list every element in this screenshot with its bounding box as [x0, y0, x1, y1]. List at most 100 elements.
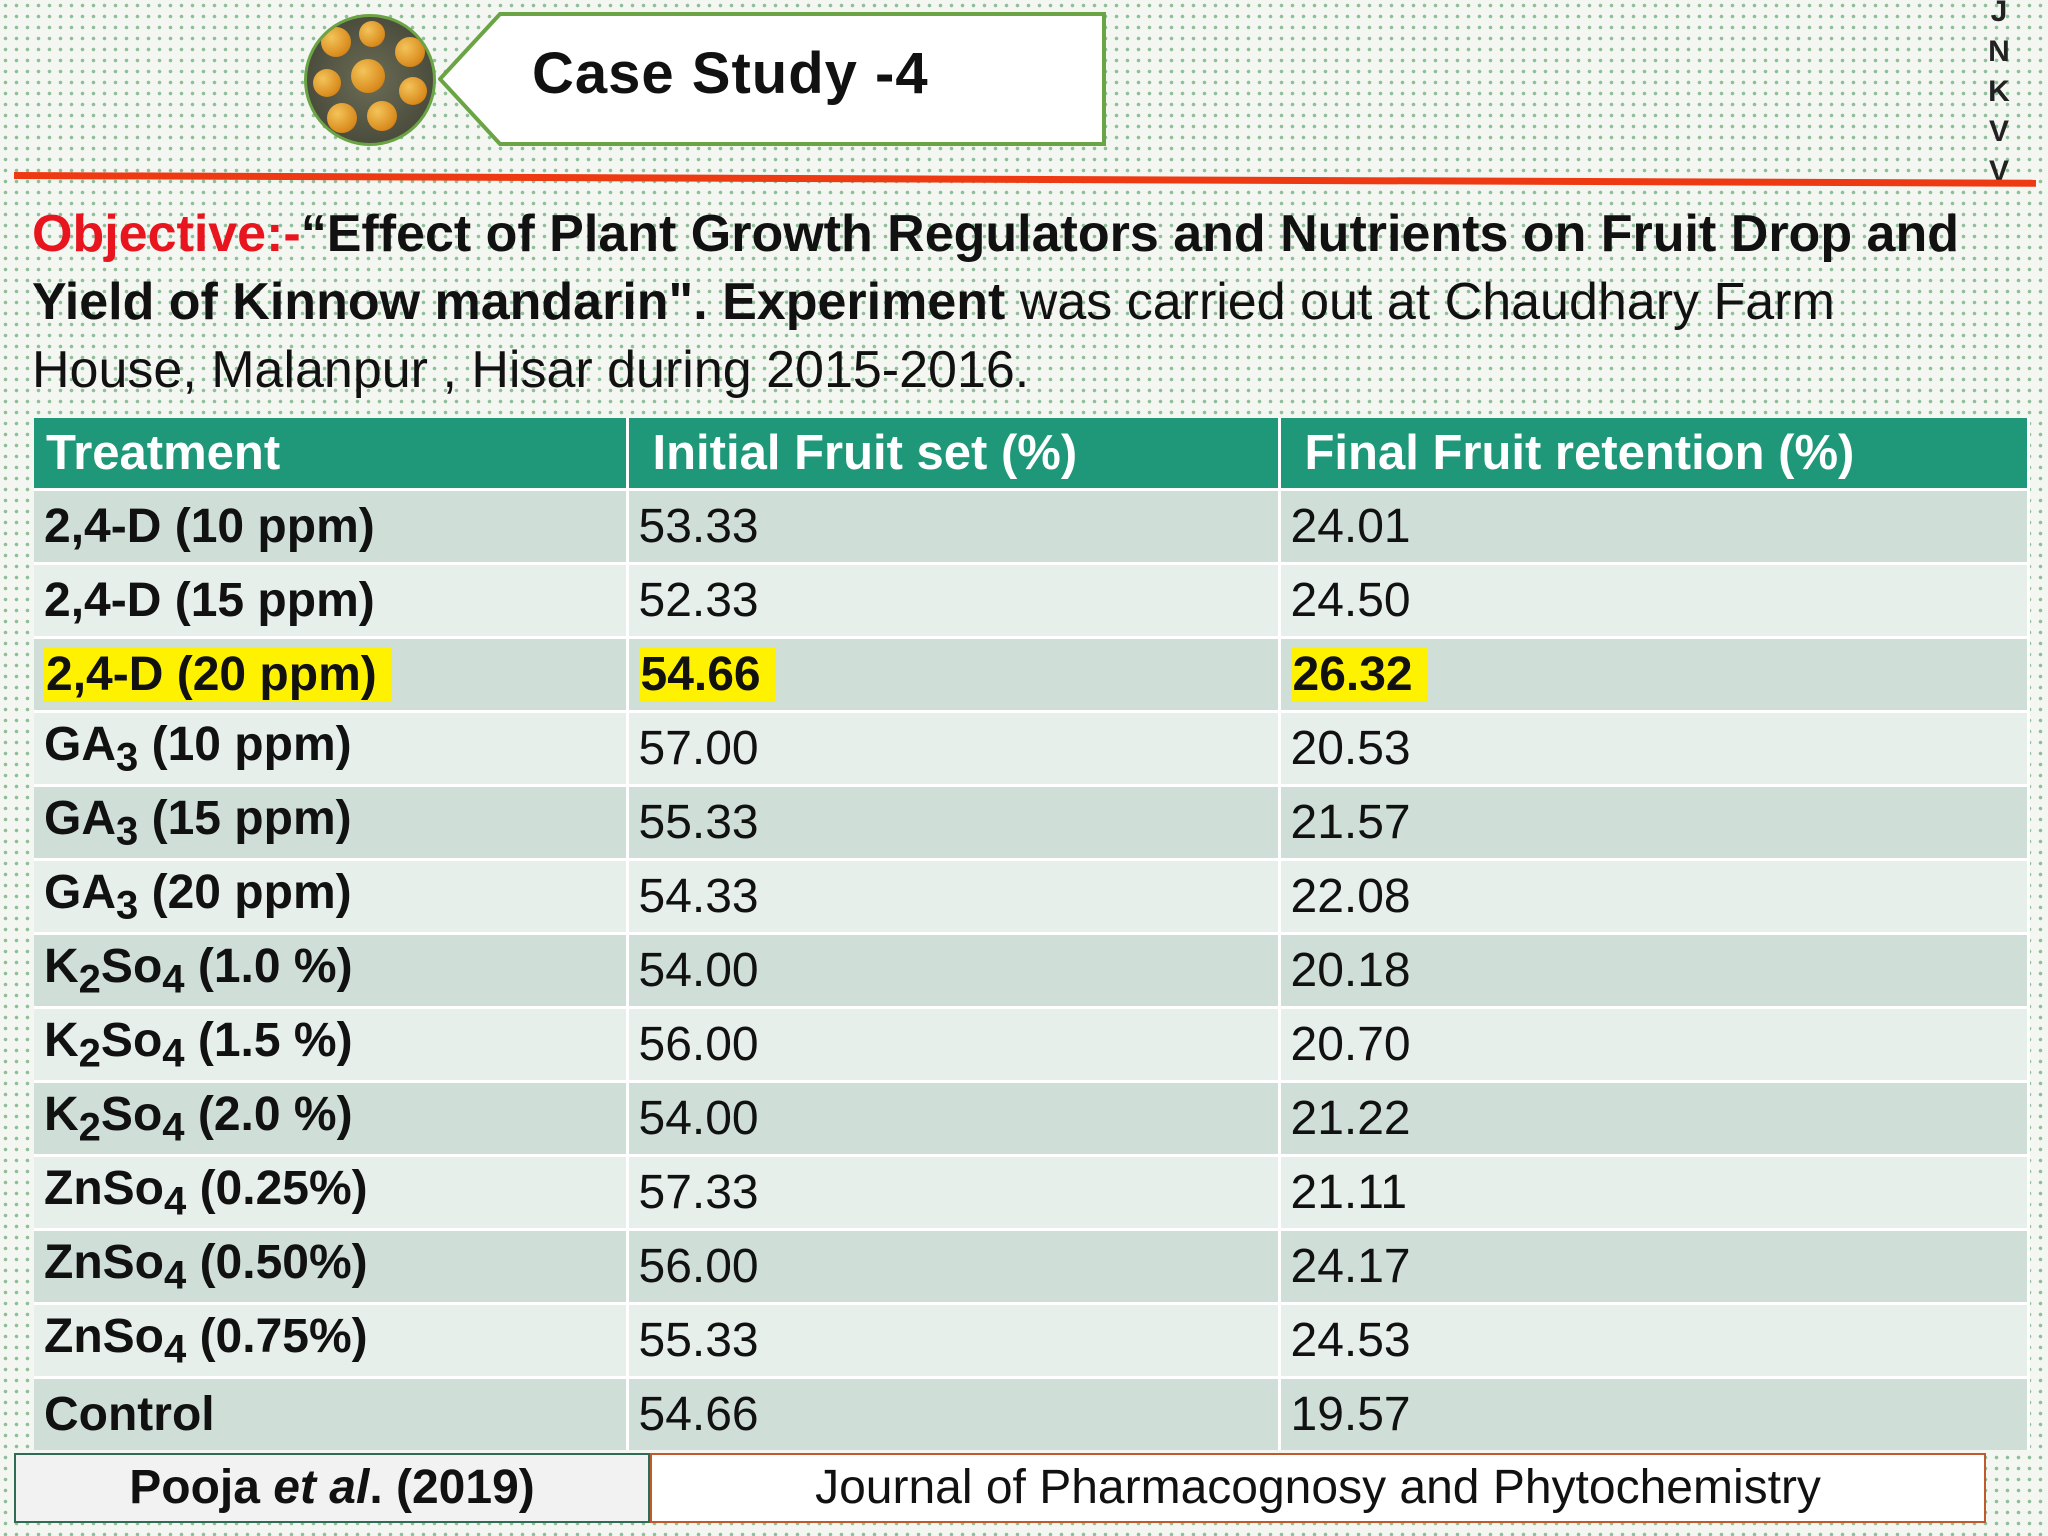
side-letter: J	[1990, 0, 2008, 28]
initial-fruit-set-value: 54.00	[638, 944, 759, 997]
final-fruit-retention-cell: 24.17	[1279, 1228, 2030, 1304]
initial-fruit-set-cell: 54.33	[627, 858, 1281, 934]
initial-fruit-set-cell: 57.33	[627, 1154, 1281, 1230]
table-row: ZnSo4 (0.50%) 56.00 24.17	[34, 1228, 2030, 1304]
treatment-subscript: 3	[116, 883, 139, 928]
treatment-text: 2,4-D (10 ppm)	[44, 500, 375, 553]
initial-fruit-set-value: 54.33	[638, 870, 759, 923]
table-row: ZnSo4 (0.75%) 55.33 24.53	[34, 1302, 2030, 1378]
citation-year: . (2019)	[369, 1461, 535, 1514]
initial-fruit-set-value: 54.66	[638, 648, 775, 701]
final-fruit-retention-cell: 21.11	[1279, 1154, 2030, 1230]
final-fruit-retention-cell: 20.18	[1279, 932, 2030, 1008]
treatment-text: 2,4-D (15 ppm)	[44, 574, 375, 627]
treatment-subscript: 4	[162, 1105, 185, 1150]
treatment-name: K	[44, 1013, 79, 1067]
initial-fruit-set-cell: 55.33	[627, 784, 1281, 860]
final-fruit-retention-cell: 24.01	[1279, 488, 2030, 564]
treatment-text: 2,4-D (20 ppm)	[44, 648, 391, 701]
table-row: 2,4-D (20 ppm) 54.66 26.32	[34, 636, 2030, 712]
treatment-cell: Control	[34, 1376, 629, 1450]
final-fruit-retention-cell: 20.70	[1279, 1006, 2030, 1082]
treatment-cell: GA3 (15 ppm)	[34, 784, 629, 860]
treatment-detail: (0.50%)	[186, 1235, 368, 1289]
treatment-cell: GA3 (10 ppm)	[34, 710, 629, 786]
objective-title: “Effect of Plant Growth Regulators and N…	[32, 205, 1959, 331]
treatment-detail: (1.5 %)	[184, 1013, 353, 1067]
treatment-cell: 2,4-D (20 ppm)	[34, 636, 629, 712]
side-letter: K	[1988, 75, 2010, 108]
initial-fruit-set-value: 52.33	[638, 574, 759, 627]
treatment-text: K2So4 (1.0 %)	[44, 939, 353, 1002]
treatment-name: K	[44, 1087, 79, 1141]
treatment-detail: (0.25%)	[186, 1161, 368, 1215]
initial-fruit-set-value: 57.33	[638, 1166, 759, 1219]
final-fruit-retention-value: 21.57	[1290, 796, 1411, 849]
initial-fruit-set-value: 53.33	[638, 500, 759, 553]
treatment-name: 2,4-D (20 ppm)	[46, 648, 377, 701]
treatment-subscript: 4	[162, 1031, 185, 1076]
initial-fruit-set-value: 55.33	[638, 796, 759, 849]
treatment-detail: So	[100, 1013, 163, 1067]
final-fruit-retention-value: 22.08	[1290, 870, 1411, 923]
treatment-cell: GA3 (20 ppm)	[34, 858, 629, 934]
table-row: K2So4 (1.5 %) 56.00 20.70	[34, 1006, 2030, 1082]
case-study-title: Case Study -4	[532, 41, 929, 106]
table-row: K2So4 (2.0 %) 54.00 21.22	[34, 1080, 2030, 1156]
final-fruit-retention-value: 20.53	[1290, 722, 1411, 775]
table-row: 2,4-D (10 ppm) 53.33 24.01	[34, 488, 2030, 564]
treatment-text: Control	[44, 1388, 215, 1441]
initial-fruit-set-value: 55.33	[638, 1314, 759, 1367]
initial-fruit-set-cell: 53.33	[627, 488, 1281, 564]
final-fruit-retention-cell: 21.22	[1279, 1080, 2030, 1156]
table-row: GA3 (20 ppm) 54.33 22.08	[34, 858, 2030, 934]
objective-detail: was carried out at Chaudhary Farm House,…	[32, 273, 1835, 399]
title-callout-shape	[438, 12, 1106, 146]
table-body: 2,4-D (10 ppm) 53.33 24.01 2,4-D (15 ppm) 52…	[34, 488, 2030, 1450]
treatment-text: K2So4 (2.0 %)	[44, 1087, 353, 1150]
objective-paragraph: Objective:-“Effect of Plant Growth Regul…	[32, 200, 2012, 404]
treatment-name: GA	[44, 865, 116, 919]
final-fruit-retention-value: 24.01	[1290, 500, 1411, 553]
table-row: ZnSo4 (0.25%) 57.33 21.11	[34, 1154, 2030, 1230]
treatment-cell: K2So4 (1.0 %)	[34, 932, 629, 1008]
treatment-detail: So	[100, 939, 163, 993]
final-fruit-retention-value: 21.11	[1290, 1166, 1408, 1219]
treatment-detail: (20 ppm)	[138, 865, 352, 919]
treatment-cell: ZnSo4 (0.75%)	[34, 1302, 629, 1378]
table-row: GA3 (15 ppm) 55.33 21.57	[34, 784, 2030, 860]
header-initial-fruit-set: Initial Fruit set (%)	[627, 418, 1281, 490]
final-fruit-retention-cell: 24.53	[1279, 1302, 2030, 1378]
treatment-cell: ZnSo4 (0.50%)	[34, 1228, 629, 1304]
treatment-name: ZnSo	[44, 1161, 164, 1215]
initial-fruit-set-cell: 55.33	[627, 1302, 1281, 1378]
treatment-text: GA3 (15 ppm)	[44, 791, 352, 854]
final-fruit-retention-value: 26.32	[1290, 648, 1427, 701]
initial-fruit-set-value: 54.66	[638, 1388, 759, 1441]
objective-label: Objective:-	[32, 205, 301, 263]
initial-fruit-set-cell: 57.00	[627, 710, 1281, 786]
treatment-name: 2,4-D (15 ppm)	[44, 574, 375, 627]
final-fruit-retention-cell: 22.08	[1279, 858, 2030, 934]
final-fruit-retention-cell: 26.32	[1279, 636, 2030, 712]
final-fruit-retention-value: 21.22	[1290, 1092, 1411, 1145]
final-fruit-retention-value: 20.70	[1290, 1018, 1411, 1071]
treatment-subscript: 3	[116, 735, 139, 780]
final-fruit-retention-cell: 24.50	[1279, 562, 2030, 638]
treatment-detail: (15 ppm)	[138, 791, 352, 845]
header-treatment: Treatment	[34, 418, 629, 490]
treatment-name: ZnSo	[44, 1235, 164, 1289]
table-header-row: Treatment Initial Fruit set (%) Final Fr…	[34, 418, 2030, 490]
table-row: Control 54.66 19.57	[34, 1376, 2030, 1450]
initial-fruit-set-value: 54.00	[638, 1092, 759, 1145]
treatment-cell: K2So4 (1.5 %)	[34, 1006, 629, 1082]
side-letter: N	[1988, 35, 2010, 68]
initial-fruit-set-value: 56.00	[638, 1240, 759, 1293]
citrus-fruit-photo	[304, 14, 436, 146]
treatment-cell: ZnSo4 (0.25%)	[34, 1154, 629, 1230]
final-fruit-retention-value: 24.17	[1290, 1240, 1411, 1293]
citation-etal: et al	[273, 1461, 370, 1514]
citation-author-name: Pooja	[129, 1461, 260, 1514]
treatment-subscript: 4	[163, 1253, 187, 1298]
treatment-text: ZnSo4 (0.25%)	[44, 1161, 368, 1224]
